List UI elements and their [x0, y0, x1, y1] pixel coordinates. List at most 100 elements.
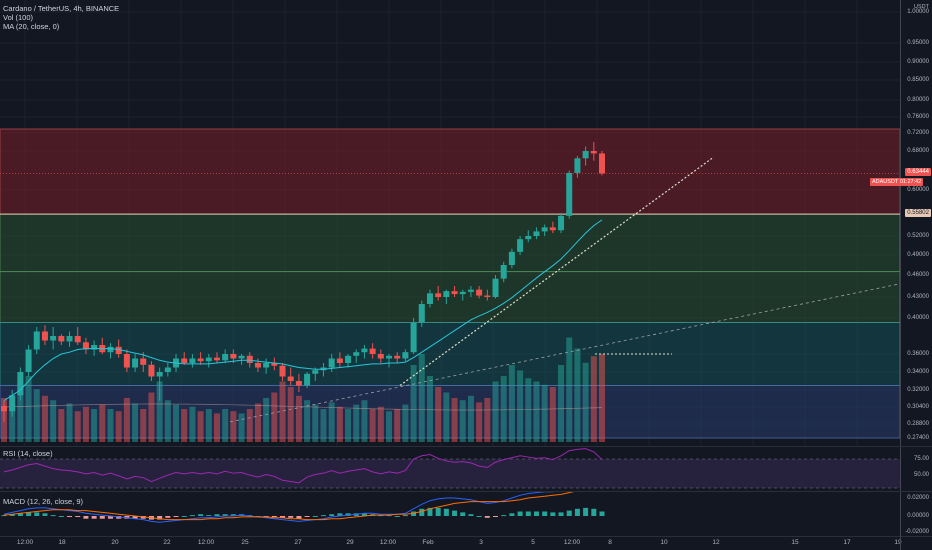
- candle-body: [189, 358, 196, 363]
- candle-body: [410, 322, 417, 353]
- volume-bar: [590, 356, 597, 442]
- volume-bar: [435, 387, 442, 442]
- price-tick: 0.34000: [907, 369, 929, 375]
- time-label: 22: [163, 539, 171, 546]
- volume-bar: [295, 395, 302, 442]
- candle-body: [435, 293, 442, 297]
- macd-histogram-bar: [361, 513, 367, 516]
- macd-histogram-bar: [460, 512, 466, 516]
- macd-scale[interactable]: 0.02000 0.00000 -0.02000: [900, 492, 932, 536]
- volume-bar: [25, 376, 32, 442]
- volume-bar: [558, 365, 565, 442]
- macd-histogram-bar: [558, 512, 564, 516]
- macd-histogram-bar: [493, 516, 499, 517]
- candle-body: [197, 358, 204, 362]
- volume-bar: [459, 400, 466, 442]
- volume-bar: [533, 381, 540, 442]
- candle-body: [467, 289, 474, 292]
- time-label: 12:00: [563, 539, 581, 546]
- volume-bar: [361, 400, 368, 442]
- macd-histogram-bar: [288, 516, 294, 518]
- macd-histogram-bar: [574, 508, 580, 516]
- volume-bar: [156, 381, 163, 442]
- price-tick: 0.36000: [907, 351, 929, 357]
- volume-bar: [213, 413, 220, 442]
- candle-body: [443, 291, 450, 297]
- volume-bar: [287, 387, 294, 442]
- price-tick: 0.76000: [907, 114, 929, 120]
- candle-body: [418, 304, 425, 323]
- time-label: 19: [894, 539, 902, 546]
- candle-body: [361, 348, 368, 353]
- macd-histogram-bar: [99, 516, 105, 519]
- volume-bar: [107, 409, 114, 442]
- macd-histogram-bar: [173, 516, 179, 517]
- time-label: 25: [241, 539, 249, 546]
- volume-bar: [74, 411, 81, 442]
- volume-bar: [566, 337, 573, 442]
- candle-body: [549, 227, 556, 231]
- volume-legend[interactable]: Vol (100): [3, 13, 34, 22]
- macd-histogram-bar: [304, 516, 310, 517]
- candle-body: [533, 231, 540, 236]
- candle-body: [484, 295, 491, 297]
- volume-bar: [123, 398, 130, 442]
- volume-bar: [115, 411, 122, 442]
- price-scale[interactable]: USDT 1.00000 0.95000 0.90000 0.85000 0.80000…: [900, 0, 932, 446]
- volume-bar: [279, 381, 286, 442]
- macd-histogram-bar: [132, 516, 138, 519]
- candle-body: [82, 342, 89, 350]
- volume-bar: [254, 403, 261, 442]
- price-pane[interactable]: Cardano / TetherUS, 4h, BINANCE Vol (100…: [0, 0, 900, 446]
- volume-bar: [148, 392, 155, 442]
- volume-bar: [173, 404, 180, 442]
- candle-body: [500, 265, 507, 279]
- candle-body: [476, 289, 483, 296]
- volume-bar: [426, 376, 433, 442]
- price-tick: 0.27400: [907, 435, 929, 441]
- candle-body: [353, 352, 360, 356]
- candle-body: [271, 363, 278, 366]
- volume-bar: [197, 411, 204, 442]
- candle-body: [50, 336, 57, 341]
- volume-bar: [492, 381, 499, 442]
- settings-corner[interactable]: [900, 536, 932, 550]
- candle-body: [541, 227, 548, 232]
- rsi-legend[interactable]: RSI (14, close): [3, 449, 53, 458]
- pane-separator-macd[interactable]: [0, 491, 932, 492]
- time-label: 18: [58, 539, 66, 546]
- volume-bar: [82, 406, 89, 442]
- macd-histogram-bar: [312, 516, 318, 517]
- candle-body: [566, 172, 573, 216]
- rsi-scale[interactable]: 75.00 50.00: [900, 447, 932, 491]
- volume-bar: [181, 409, 188, 442]
- volume-bar: [132, 403, 139, 442]
- pane-separator-rsi[interactable]: [0, 446, 932, 447]
- candle-body: [33, 331, 40, 350]
- candle-body: [525, 236, 532, 240]
- rsi-chart[interactable]: [0, 447, 900, 491]
- candle-body: [386, 355, 393, 359]
- macd-histogram-bar: [42, 513, 48, 516]
- candle-body: [91, 345, 98, 350]
- rsi-tick-75: 75.00: [913, 456, 929, 462]
- price-chart[interactable]: [0, 0, 900, 446]
- time-axis[interactable]: 12:00 18 20 22 12:00 25 27 29 12:00 Feb 3 5 12:00 8 10…: [0, 536, 902, 550]
- time-label: 10: [660, 539, 668, 546]
- candle-body: [213, 357, 220, 361]
- candle-body: [304, 373, 311, 386]
- symbol-title[interactable]: Cardano / TetherUS, 4h, BINANCE: [3, 4, 120, 13]
- ma-line: [3, 219, 603, 402]
- macd-legend[interactable]: MACD (12, 26, close, 9): [3, 497, 84, 506]
- macd-chart[interactable]: [0, 492, 900, 536]
- price-tick: 0.46000: [907, 272, 929, 278]
- macd-histogram-bar: [583, 507, 589, 516]
- volume-bar: [164, 400, 171, 442]
- candle-body: [1, 405, 7, 412]
- candle-body: [517, 239, 524, 252]
- macd-pane[interactable]: MACD (12, 26, close, 9): [0, 492, 900, 536]
- candle-body: [459, 291, 466, 295]
- price-tick: 0.95000: [907, 40, 929, 46]
- rsi-pane[interactable]: RSI (14, close): [0, 447, 900, 491]
- ma-legend[interactable]: MA (20, close, 0): [3, 22, 60, 31]
